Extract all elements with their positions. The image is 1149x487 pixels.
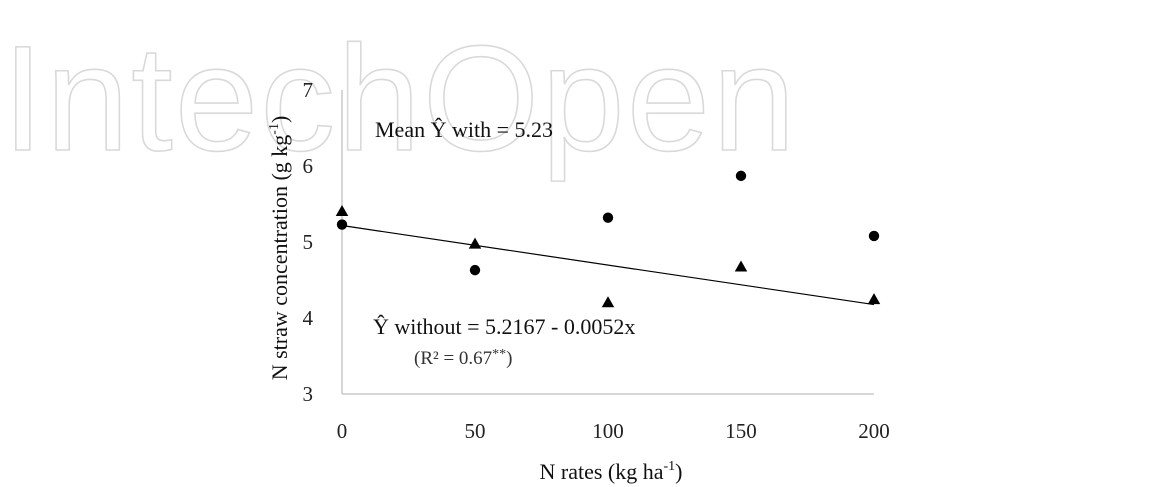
y-tick-label: 3 <box>303 382 314 406</box>
data-point-circle <box>868 230 880 242</box>
data-point-circle <box>602 212 614 223</box>
x-tick-label: 200 <box>858 419 890 443</box>
annotation-equation-without: Ŷ without = 5.2167 - 0.0052x <box>373 314 635 339</box>
annotation-r-squared: (R² = 0.67**) <box>414 347 513 369</box>
x-tick-label: 50 <box>465 419 486 443</box>
data-point-circle <box>735 170 747 182</box>
data-point-triangle <box>335 205 349 216</box>
r2-close: ) <box>506 348 512 369</box>
data-point-triangle <box>601 296 615 308</box>
data-point-triangle <box>468 237 482 249</box>
data-point-triangle <box>867 293 881 305</box>
trendline <box>341 224 875 306</box>
x-axis-title-end: ) <box>675 459 682 484</box>
data-point-triangle <box>734 260 748 272</box>
y-tick-labels: 3 4 5 6 7 <box>303 78 314 406</box>
x-tick-labels: 0 50 100 150 200 <box>337 419 890 443</box>
y-axis-title-text: N straw concentration (g kg <box>267 135 292 381</box>
y-tick-label: 4 <box>303 306 314 330</box>
data-point-circle <box>469 264 481 276</box>
y-axis-title: N straw concentration (g kg-1) <box>267 116 292 381</box>
watermark: IntechOpen <box>2 14 798 182</box>
y-tick-label: 6 <box>303 154 314 178</box>
plot-area: 3 4 5 6 7 0 50 100 150 200 <box>303 78 890 443</box>
x-axis-title: N rates (kg ha-1) <box>539 459 682 484</box>
r2-text: (R² = 0.67 <box>414 348 492 369</box>
x-tick-label: 100 <box>592 419 624 443</box>
x-tick-label: 150 <box>725 419 757 443</box>
y-axis-title-sup: -1 <box>267 123 282 135</box>
data-points <box>335 170 881 308</box>
y-axis-title-end: ) <box>267 116 292 123</box>
y-tick-label: 7 <box>303 78 314 102</box>
x-tick-label: 0 <box>337 419 348 443</box>
data-point-circle <box>336 219 348 230</box>
x-axis-title-sup: -1 <box>664 459 676 474</box>
r2-significance: ** <box>492 347 506 362</box>
y-tick-label: 5 <box>303 230 314 254</box>
annotation-mean-with: Mean Ŷ with = 5.23 <box>375 117 553 142</box>
x-axis-title-text: N rates (kg ha <box>539 459 663 484</box>
